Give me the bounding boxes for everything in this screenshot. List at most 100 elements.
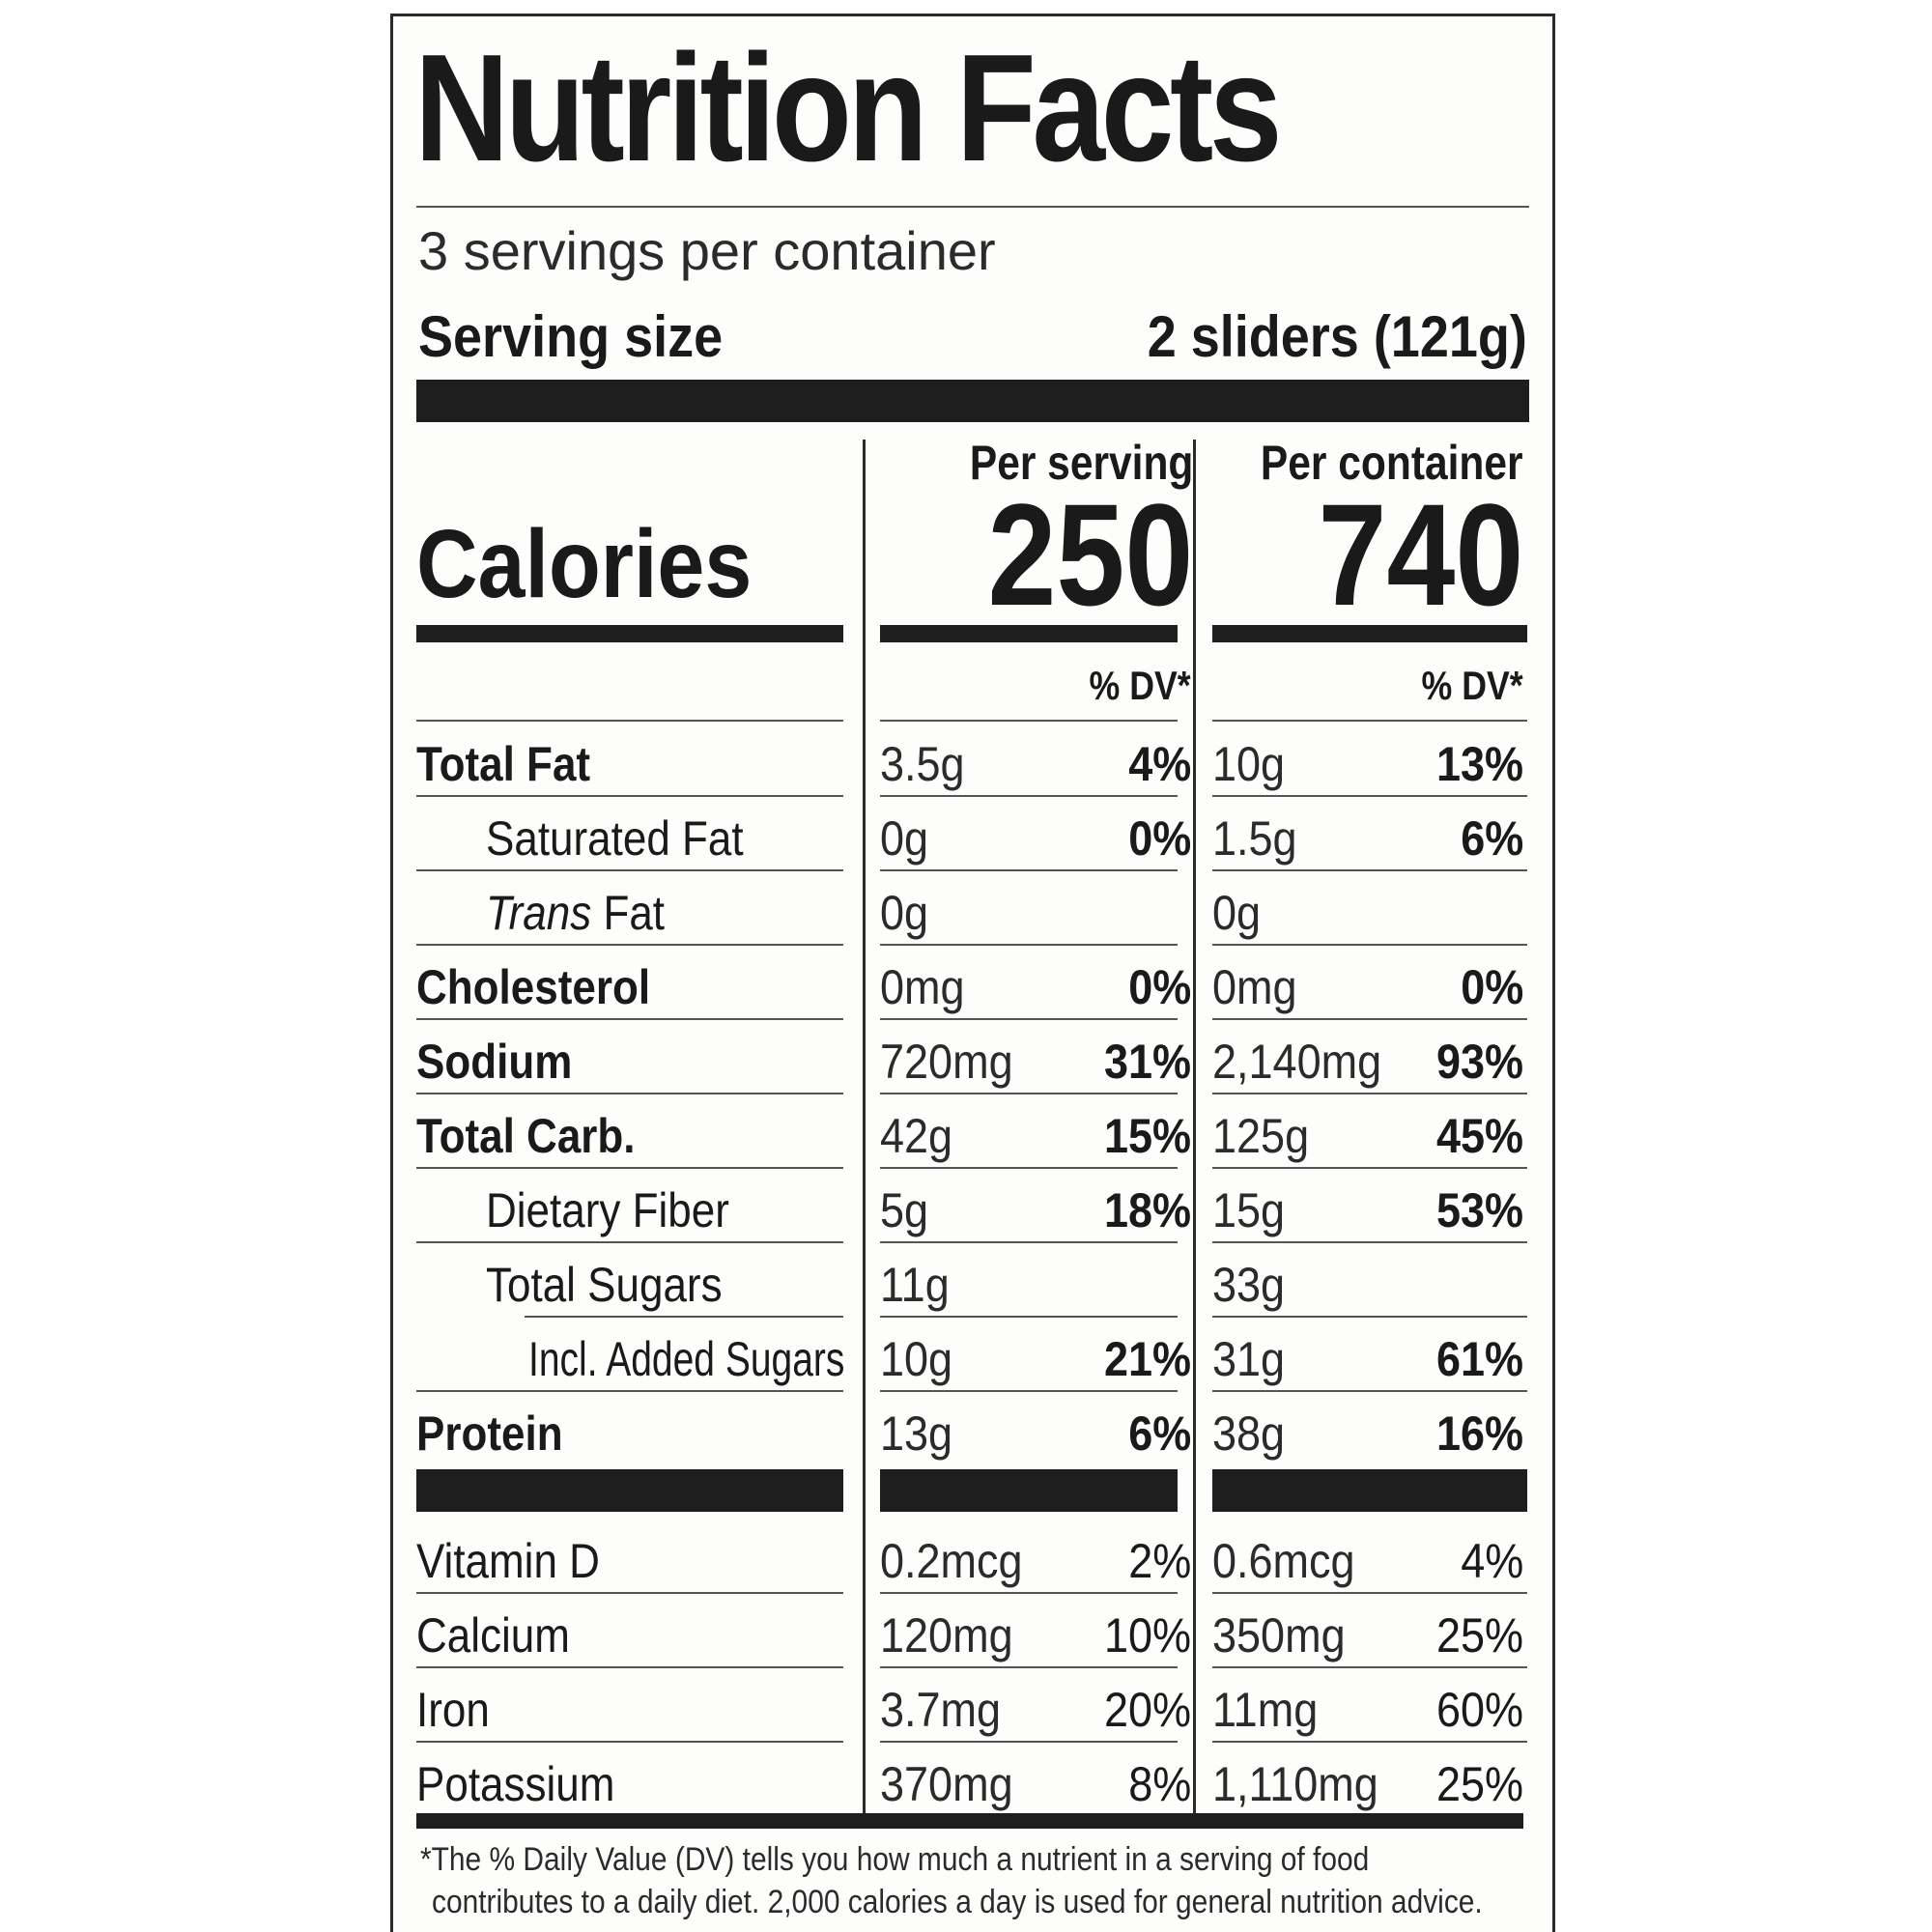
container-amount: 31g	[1212, 1332, 1286, 1386]
serving-amount: 5g	[880, 1183, 929, 1237]
serving-amount: 370mg	[880, 1757, 1013, 1811]
nutrient-name: Protein	[416, 1406, 563, 1461]
trans-italic: Trans	[486, 886, 592, 940]
serving-amount: 720mg	[880, 1035, 1013, 1089]
label-title: Nutrition Facts	[414, 23, 1283, 193]
serving-dv: 4%	[1127, 737, 1191, 791]
dv-divider-name	[416, 720, 843, 722]
container-dv: 93%	[1435, 1035, 1523, 1089]
container-amount: 11mg	[1212, 1683, 1319, 1737]
footnote-line-1: *The % Daily Value (DV) tells you how mu…	[420, 1841, 1370, 1878]
serving-dv: 0%	[1127, 960, 1191, 1014]
nutrient-row-cholesterol: Cholesterol 0mg 0% 0mg 0%	[393, 946, 1552, 1020]
nutrient-name: Cholesterol	[416, 960, 651, 1014]
container-dv: 13%	[1435, 737, 1523, 791]
serving-dv: 21%	[1103, 1332, 1191, 1386]
nutrient-name: Total Carb.	[416, 1109, 636, 1163]
footnote-divider-bar	[416, 1813, 1523, 1829]
nutrient-row-dietary-fiber: Dietary Fiber 5g 18% 15g 53%	[393, 1169, 1552, 1243]
vitamin-name: Potassium	[416, 1757, 615, 1811]
calories-bar-serving	[880, 625, 1178, 642]
serving-divider-bar	[416, 380, 1529, 422]
nutrient-name: Saturated Fat	[486, 811, 744, 866]
container-amount: 15g	[1212, 1183, 1286, 1237]
container-dv: 4%	[1460, 1534, 1523, 1588]
serving-size-label: Serving size	[418, 304, 724, 369]
nutrient-name: Total Sugars	[486, 1258, 723, 1312]
vitamin-row-vitamin-d: Vitamin D 0.2mcg 2% 0.6mcg 4%	[393, 1520, 1552, 1594]
container-dv: 16%	[1435, 1406, 1523, 1461]
serving-amount: 120mg	[880, 1608, 1013, 1662]
container-amount: 0.6mcg	[1212, 1534, 1355, 1588]
container-dv: 0%	[1460, 960, 1523, 1014]
serving-size-value: 2 sliders (121g)	[1147, 304, 1527, 369]
vitamin-name: Iron	[416, 1683, 490, 1737]
serving-dv: 0%	[1127, 811, 1191, 866]
container-dv: 61%	[1435, 1332, 1523, 1386]
container-amount: 1.5g	[1212, 811, 1297, 866]
dv-divider-container	[1212, 720, 1527, 722]
per-serving-header: Per serving	[969, 436, 1193, 490]
footnote-line-2: contributes to a daily diet. 2,000 calor…	[432, 1884, 1483, 1920]
vitamin-name: Calcium	[416, 1608, 570, 1662]
container-amount: 2,140mg	[1212, 1035, 1382, 1089]
serving-amount: 13g	[880, 1406, 953, 1461]
nutrient-row-total-sugars: Total Sugars 11g 33g	[393, 1243, 1552, 1318]
nutrient-row-added-sugars: Incl. Added Sugars 10g 21% 31g 61%	[393, 1318, 1552, 1392]
serving-dv: 8%	[1127, 1757, 1191, 1811]
container-dv: 60%	[1435, 1683, 1523, 1737]
dv-header-container: % DV*	[1421, 663, 1523, 708]
protein-bar-container	[1212, 1469, 1527, 1512]
nutrient-name: Sodium	[416, 1035, 573, 1089]
calories-bar-name	[416, 625, 843, 642]
serving-amount: 0mg	[880, 960, 965, 1014]
dv-header-serving: % DV*	[1089, 663, 1191, 708]
calories-per-container: 740	[1318, 473, 1523, 636]
vitamin-row-iron: Iron 3.7mg 20% 11mg 60%	[393, 1668, 1552, 1743]
container-amount: 125g	[1212, 1109, 1310, 1163]
container-amount: 38g	[1212, 1406, 1286, 1461]
protein-bar-serving	[880, 1469, 1178, 1512]
serving-amount: 3.5g	[880, 737, 965, 791]
serving-dv: 31%	[1103, 1035, 1191, 1089]
calories-per-serving: 250	[987, 473, 1193, 636]
per-container-header: Per container	[1261, 436, 1523, 490]
nutrient-row-saturated-fat: Saturated Fat 0g 0% 1.5g 6%	[393, 797, 1552, 871]
column-divider-serving	[863, 440, 866, 1813]
container-amount: 10g	[1212, 737, 1286, 791]
dv-divider-serving	[880, 720, 1178, 722]
nutrient-name: Trans Fat	[486, 885, 665, 941]
serving-amount: 10g	[880, 1332, 953, 1386]
nutrient-name: Incl. Added Sugars	[528, 1332, 845, 1386]
serving-dv: 20%	[1103, 1683, 1191, 1737]
container-dv: 25%	[1435, 1608, 1523, 1662]
column-divider-container	[1193, 440, 1196, 1813]
vitamin-name: Vitamin D	[416, 1534, 600, 1588]
nutrient-row-trans-fat: Trans Fat 0g 0g	[393, 871, 1552, 946]
vitamin-row-calcium: Calcium 120mg 10% 350mg 25%	[393, 1594, 1552, 1668]
nutrient-row-total-carb: Total Carb. 42g 15% 125g 45%	[393, 1094, 1552, 1169]
vitamin-row-potassium: Potassium 370mg 8% 1,110mg 25%	[393, 1743, 1552, 1817]
container-dv: 45%	[1435, 1109, 1523, 1163]
serving-amount: 11g	[880, 1258, 950, 1312]
calories-label: Calories	[416, 510, 753, 618]
calories-bar-container	[1212, 625, 1527, 642]
nutrient-name: Total Fat	[416, 737, 591, 791]
nutrient-row-protein: Protein 13g 6% 38g 16%	[393, 1392, 1552, 1466]
serving-dv: 10%	[1103, 1608, 1191, 1662]
serving-dv: 15%	[1103, 1109, 1191, 1163]
container-dv: 25%	[1435, 1757, 1523, 1811]
serving-amount: 0g	[880, 811, 929, 866]
container-amount: 1,110mg	[1212, 1757, 1378, 1811]
serving-dv: 6%	[1127, 1406, 1191, 1461]
nutrient-name: Dietary Fiber	[486, 1183, 729, 1237]
container-amount: 0g	[1212, 886, 1262, 940]
nutrient-row-total-fat: Total Fat 3.5g 4% 10g 13%	[393, 723, 1552, 797]
container-dv: 6%	[1460, 811, 1523, 866]
container-amount: 0mg	[1212, 960, 1297, 1014]
nutrient-row-sodium: Sodium 720mg 31% 2,140mg 93%	[393, 1020, 1552, 1094]
container-amount: 350mg	[1212, 1608, 1346, 1662]
nutrition-facts-label: Nutrition Facts 3 servings per container…	[390, 14, 1555, 1932]
container-amount: 33g	[1212, 1258, 1286, 1312]
serving-amount: 3.7mg	[880, 1683, 1002, 1737]
